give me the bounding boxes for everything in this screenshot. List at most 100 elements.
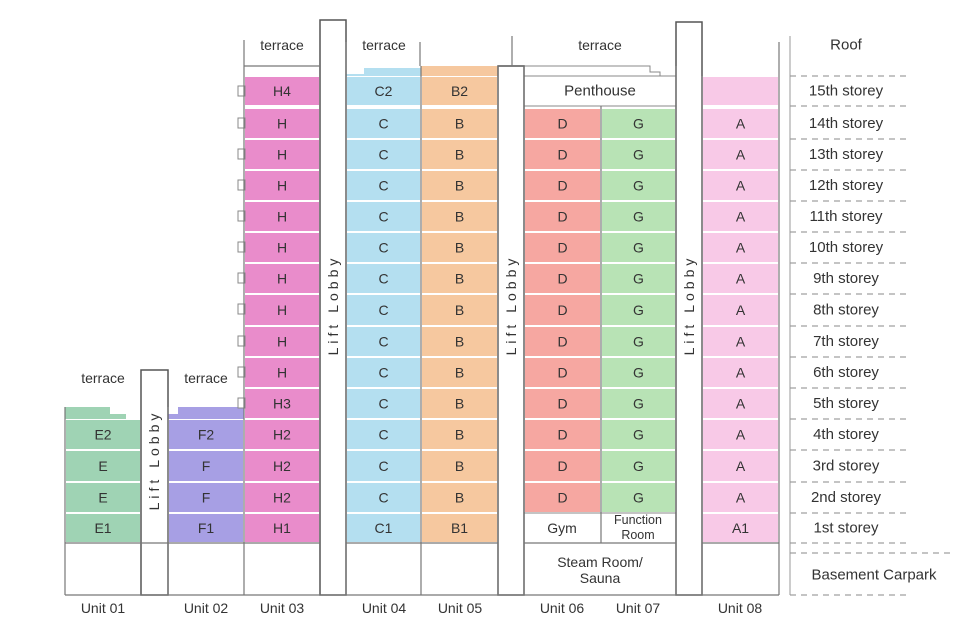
lift-lobby-label: Lift Lobby (146, 410, 162, 511)
unit-cell-label: A (736, 302, 746, 318)
function-room-label: Function (614, 513, 662, 527)
unit-cell-label: G (633, 271, 644, 287)
unit-cell-label: B (455, 147, 464, 163)
facade-notch (237, 85, 246, 97)
unit-cell-label: D (557, 271, 567, 287)
gym-label: Gym (547, 520, 577, 536)
unit-cell (345, 169, 422, 202)
terrace-label-unit-04: terrace (362, 37, 406, 53)
unit-05-roof-shape (421, 66, 498, 76)
unit-cell-label: A (736, 271, 746, 287)
unit-cell-label: D (557, 396, 567, 412)
unit-cell-label: C (378, 116, 388, 132)
unit-cell-label: D (557, 490, 567, 506)
unit-cell-label: H (277, 334, 287, 350)
unit-cell-label: E2 (94, 427, 111, 443)
lift-lobby-label: Lift Lobby (503, 255, 519, 356)
unit-cell-label: F1 (198, 520, 215, 536)
unit-08-top-cell (701, 75, 780, 107)
unit-cell-label: H1 (273, 520, 291, 536)
unit-cell-label: B (455, 116, 464, 132)
lift-lobby-label: Lift Lobby (681, 255, 697, 356)
unit-cell-label: B (455, 209, 464, 225)
unit-cell-label: F2 (198, 427, 215, 443)
unit-cell (523, 449, 602, 483)
unit-cell-label: D (557, 209, 567, 225)
unit-cell-label: G (633, 302, 644, 318)
floor-label: 3rd storey (813, 458, 880, 475)
unit-cell-label: B1 (451, 520, 468, 536)
unit-cell (345, 107, 422, 140)
floor-label: 8th storey (813, 302, 879, 319)
facade-notch (237, 397, 246, 409)
unit-cell (243, 387, 321, 420)
facade-notch (237, 179, 246, 191)
unit-cell-label: H2 (273, 427, 291, 443)
unit-cell-label: A (736, 178, 746, 194)
floor-label: 10th storey (809, 239, 884, 256)
unit-cell-label: B (455, 427, 464, 443)
steam-room-label-2: Sauna (580, 570, 621, 586)
facade-notch (237, 241, 246, 253)
unit-cell-label: D (557, 365, 567, 381)
unit-cell-label: H (277, 240, 287, 256)
unit-cell-label: H (277, 209, 287, 225)
unit-02-roof-shape (168, 407, 244, 419)
unit-cell (523, 262, 602, 295)
building-structure: Lift Lobby Lift Lobby Lift Lobby Lift Lobby (64, 19, 955, 596)
unit-label: Unit 08 (718, 600, 763, 616)
unit-cell-label: A (736, 396, 746, 412)
unit-cell-label: A (736, 116, 746, 132)
unit-cell-label: G (633, 116, 644, 132)
floor-label: 6th storey (813, 364, 879, 381)
unit-cell (243, 75, 321, 107)
steam-room-label: Steam Room/ (557, 554, 643, 570)
unit-cell-label: F (202, 458, 211, 474)
terrace-label-unit-03: terrace (260, 37, 304, 53)
unit-cell-label: G (633, 458, 644, 474)
terrace-label-unit-01: terrace (81, 370, 125, 386)
unit-cell-label: B (455, 240, 464, 256)
unit-cell-label: D (557, 116, 567, 132)
unit-cell (420, 231, 499, 264)
unit-cell (167, 449, 245, 483)
basement-area (65, 543, 779, 595)
unit-cell-label: D (557, 147, 567, 163)
unit-cell-label: G (633, 178, 644, 194)
floor-label: 4th storey (813, 426, 879, 443)
unit-cell (523, 481, 602, 514)
unit-label: Unit 01 (81, 600, 126, 616)
unit-cell-label: A (736, 240, 746, 256)
unit-cell-label: B (455, 334, 464, 350)
floor-label: 9th storey (813, 270, 879, 287)
unit-cell-label: A (736, 490, 746, 506)
unit-cell (701, 107, 780, 140)
unit-cell-label: C (378, 209, 388, 225)
unit-cell (243, 418, 321, 451)
unit-cell-label: E (98, 490, 107, 506)
facade-notch (237, 210, 246, 222)
unit-label: Unit 05 (438, 600, 483, 616)
unit-cell (420, 325, 499, 358)
unit-cell-label: H (277, 271, 287, 287)
unit-label: Unit 07 (616, 600, 661, 616)
unit-cell-label: H4 (273, 83, 291, 99)
unit-cell-label: G (633, 209, 644, 225)
unit-cell-label: C (378, 147, 388, 163)
unit-cell-label: H (277, 178, 287, 194)
unit-cell-label: D (557, 334, 567, 350)
unit-cell-label: H (277, 116, 287, 132)
floor-label: 15th storey (809, 83, 884, 100)
unit-cell-label: G (633, 396, 644, 412)
unit-cell (523, 231, 602, 264)
unit-cell-label: E1 (94, 520, 111, 536)
unit-cell-label: C (378, 396, 388, 412)
terrace-label-unit-02: terrace (184, 370, 228, 386)
unit-cell-label: C (378, 427, 388, 443)
unit-cell (345, 481, 422, 514)
unit-cell (345, 75, 422, 107)
unit-cells: E1EEE2F1FFF2H1H2H2H2H3HHHHHHHHHH4C1CCCCC… (64, 65, 780, 595)
floor-label: 5th storey (813, 395, 879, 412)
unit-cell-label: C2 (375, 83, 393, 99)
diagram-labels: terrace terrace terrace terrace terrace 1st s… (81, 37, 937, 617)
